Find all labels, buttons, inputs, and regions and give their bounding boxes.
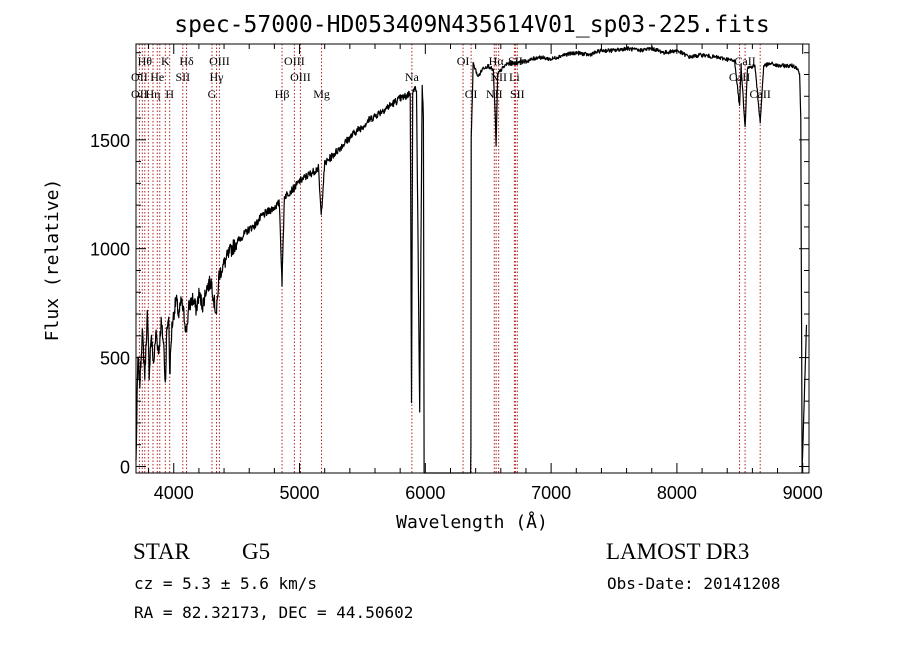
line-label: OI xyxy=(465,87,478,101)
emission-line-markers xyxy=(138,44,761,473)
x-tick-label: 9000 xyxy=(783,483,823,503)
line-label: OIII xyxy=(284,54,305,68)
y-axis-label: Flux (relative) xyxy=(42,179,63,342)
x-axis: 4000 5000 6000 7000 8000 9000 xyxy=(148,44,823,503)
line-label: NII xyxy=(490,70,507,84)
line-label: G xyxy=(208,87,217,101)
line-label: H xyxy=(165,87,174,101)
line-label: Hθ xyxy=(138,54,153,68)
line-label: Hγ xyxy=(210,70,225,84)
line-label: CaII xyxy=(734,54,755,68)
line-label: Hη xyxy=(146,87,161,101)
chart-title: spec-57000-HD053409N435614V01_sp03-225.f… xyxy=(174,12,769,38)
object-class: STAR xyxy=(133,539,190,564)
y-tick-label: 500 xyxy=(100,349,130,369)
line-label: He xyxy=(150,70,164,84)
line-label: Li xyxy=(509,70,520,84)
x-axis-label: Wavelength (Å) xyxy=(396,511,548,533)
line-label: K xyxy=(161,54,170,68)
observation-date: Obs-Date: 20141208 xyxy=(607,574,781,593)
line-label: Hβ xyxy=(275,87,290,101)
survey-name: LAMOST DR3 xyxy=(606,539,750,564)
x-tick-label: 6000 xyxy=(405,483,445,503)
x-tick-label: 8000 xyxy=(657,483,697,503)
x-tick-label: 5000 xyxy=(280,483,320,503)
line-label: OII xyxy=(131,87,148,101)
coordinates: RA = 82.32173, DEC = 44.50602 xyxy=(134,603,414,622)
line-label: Hδ xyxy=(179,54,194,68)
x-tick-label: 7000 xyxy=(531,483,571,503)
y-tick-label: 1500 xyxy=(90,131,130,151)
redshift-velocity: cz = 5.3 ± 5.6 km/s xyxy=(134,574,318,593)
line-label: OIII xyxy=(209,54,230,68)
line-label: CaII xyxy=(729,70,750,84)
x-tick-label: 4000 xyxy=(154,483,194,503)
object-subclass: G5 xyxy=(242,539,271,564)
line-label: OII xyxy=(131,70,148,84)
emission-line-labels: Hθ K Hδ OIII OIII OI Hα SII CaII OII He SII Hγ OIII Na… xyxy=(131,54,771,101)
y-tick-label: 1000 xyxy=(90,240,130,260)
line-label: SII xyxy=(175,70,190,84)
line-label: Mg xyxy=(313,87,330,101)
line-label: OIII xyxy=(290,70,311,84)
line-label: CaII xyxy=(750,87,771,101)
y-tick-label: 0 xyxy=(120,457,130,477)
line-label: SII xyxy=(510,87,525,101)
line-label: Na xyxy=(405,70,420,84)
line-label: OI xyxy=(457,54,470,68)
y-axis: 0 500 1000 1500 xyxy=(90,52,809,477)
line-label: Hα xyxy=(489,54,505,68)
plot-frame xyxy=(135,43,810,474)
